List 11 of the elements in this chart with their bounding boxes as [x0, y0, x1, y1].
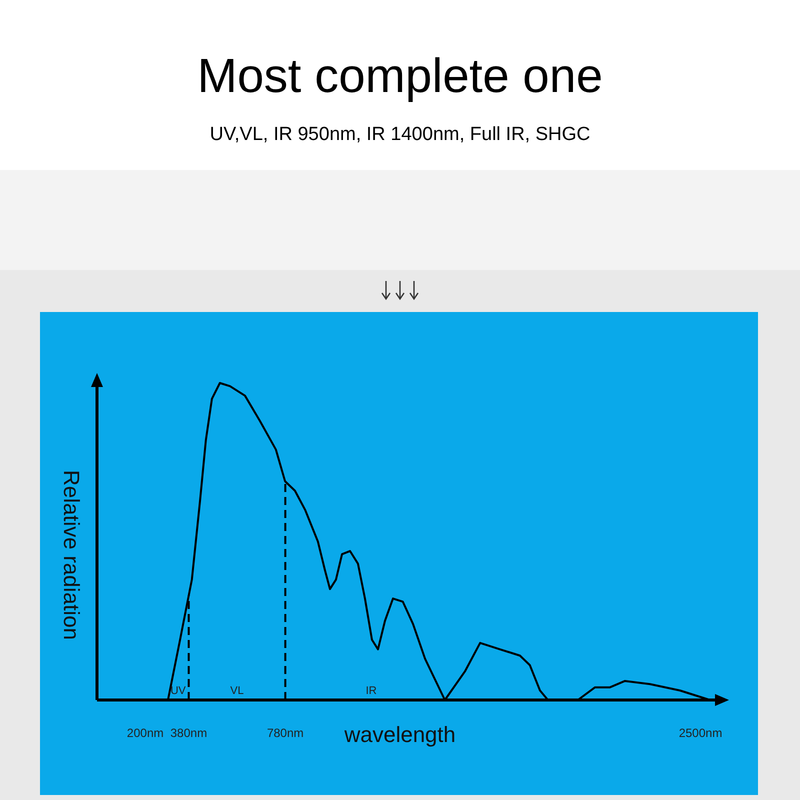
annotation: UV [170, 685, 186, 697]
x-tick-label: 380nm [170, 726, 208, 740]
y-axis-title: Relative radiation [59, 470, 84, 640]
x-tick-label: 780nm [266, 726, 304, 740]
x-tick-label: 200nm [126, 726, 164, 740]
x-axis-title: wavelength [343, 722, 456, 747]
annotation: VL [230, 685, 244, 697]
chart-subtitle: UV,VL, IR 950nm, IR 1400nm, Full IR, SHGC [210, 124, 590, 145]
chart-title: Most complete one [197, 50, 603, 103]
annotation: IR [366, 685, 377, 697]
x-tick-label: 2500nm [678, 726, 722, 740]
